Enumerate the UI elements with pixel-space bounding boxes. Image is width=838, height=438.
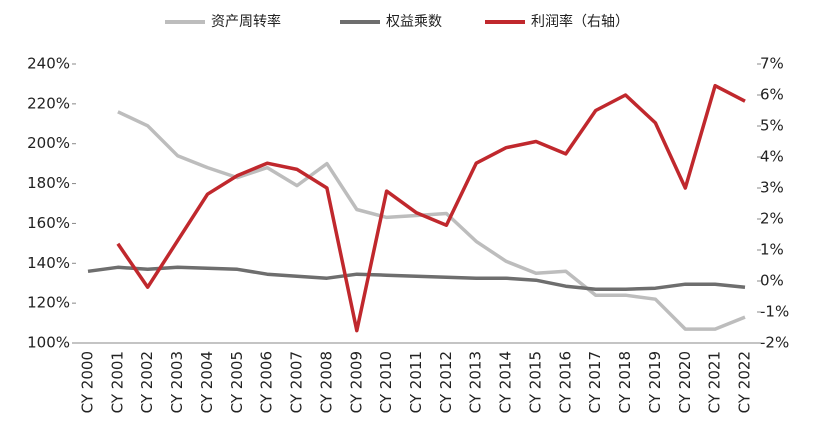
- y-tick-label: 200%: [27, 134, 70, 152]
- y2-tick-label: 0%: [760, 272, 784, 290]
- x-tick-label: CY 2015: [526, 351, 544, 413]
- x-tick-label: CY 2012: [437, 351, 455, 413]
- x-tick-label: CY 2011: [407, 351, 425, 413]
- y-tick-label: 140%: [27, 254, 70, 272]
- x-tick-label: CY 2013: [467, 351, 485, 413]
- x-tick-label: CY 2007: [288, 351, 306, 413]
- y-tick-label: 220%: [27, 94, 70, 112]
- y-tick-label: 100%: [27, 334, 70, 352]
- y2-tick-label: 6%: [760, 86, 784, 104]
- x-tick-label: CY 2004: [198, 351, 216, 413]
- y2-tick-label: 3%: [760, 179, 784, 197]
- y-tick-label: 180%: [27, 174, 70, 192]
- x-tick-label: CY 2022: [736, 351, 754, 413]
- y2-tick-label: 5%: [760, 117, 784, 135]
- x-tick-label: CY 2001: [108, 351, 126, 413]
- y-tick-label: 160%: [27, 214, 70, 232]
- series-line: [87, 265, 746, 291]
- y2-tick-label: 7%: [760, 55, 784, 73]
- series-line: [116, 83, 746, 333]
- x-tick-label: CY 2017: [586, 351, 604, 413]
- x-tick-label: CY 2021: [706, 351, 724, 413]
- y2-tick-label: 2%: [760, 210, 784, 228]
- x-tick-label: CY 2003: [168, 351, 186, 413]
- y-tick-label: 240%: [27, 55, 70, 73]
- x-tick-label: CY 2002: [138, 351, 156, 413]
- y2-tick-label: 4%: [760, 148, 784, 166]
- x-tick-label: CY 2018: [616, 351, 634, 413]
- legend-label: 利润率（右轴）: [531, 13, 629, 30]
- x-tick-label: CY 2020: [676, 351, 694, 413]
- series-line: [117, 110, 746, 331]
- x-tick-label: CY 2009: [347, 351, 365, 413]
- x-tick-label: CY 2005: [228, 351, 246, 413]
- y-tick-label: 120%: [27, 294, 70, 312]
- legend-label: 权益乘数: [386, 14, 442, 30]
- x-tick-label: CY 2016: [556, 351, 574, 413]
- x-tick-label: CY 2019: [646, 351, 664, 413]
- x-tick-label: CY 2010: [377, 351, 395, 413]
- x-tick-label: CY 2014: [497, 351, 515, 413]
- y2-tick-label: -1%: [760, 303, 789, 321]
- x-tick-label: CY 2008: [317, 351, 335, 413]
- legend-label: 资产周转率: [211, 13, 281, 30]
- x-tick-label: CY 2000: [79, 351, 97, 413]
- y2-tick-label: -2%: [760, 334, 789, 352]
- x-tick-label: CY 2006: [258, 351, 276, 413]
- y2-tick-label: 1%: [760, 241, 784, 259]
